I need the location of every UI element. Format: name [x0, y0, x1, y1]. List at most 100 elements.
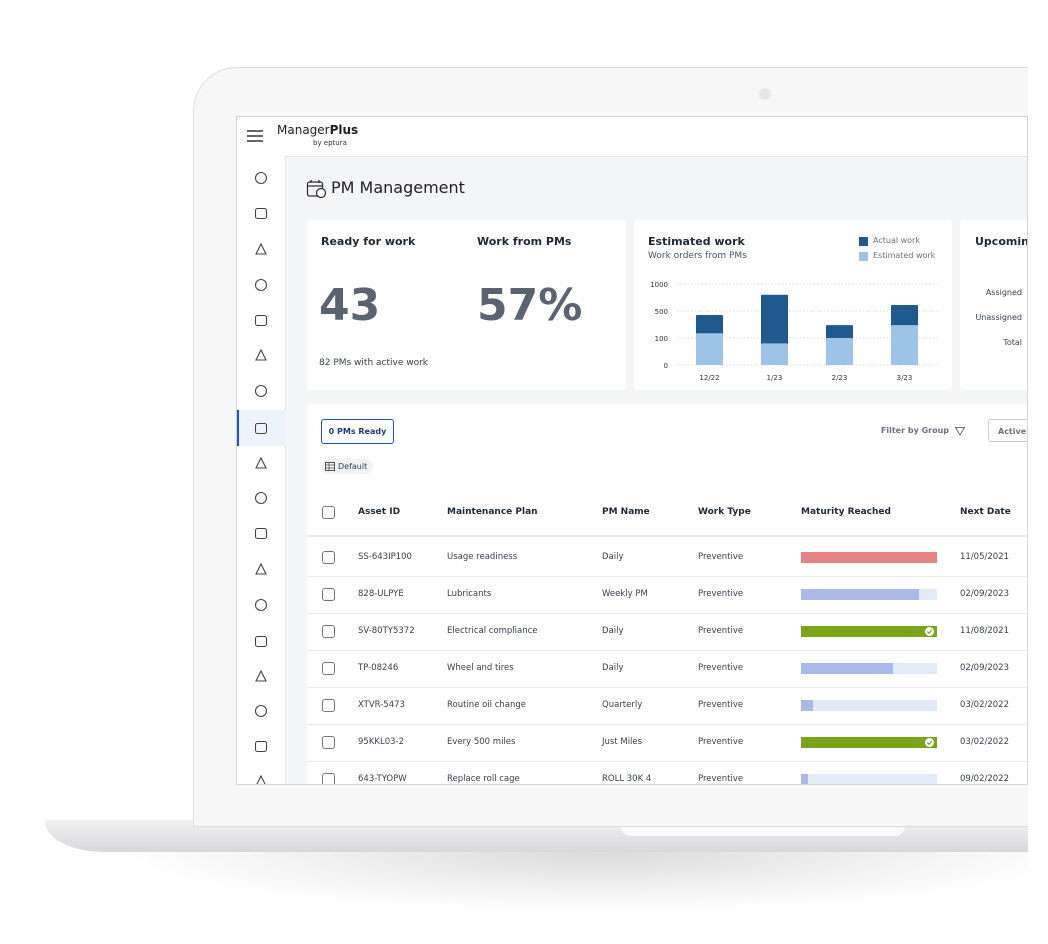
- check-tick: [926, 740, 933, 746]
- nav-icon[interactable]: [254, 313, 268, 327]
- legend-swatch: [859, 252, 868, 261]
- table-cell: Just Miles: [602, 737, 643, 747]
- maturity-bar: [801, 774, 808, 784]
- nav-icon[interactable]: [254, 634, 268, 648]
- nav-icon[interactable]: [254, 348, 268, 362]
- table-cell: Quarterly: [602, 700, 643, 710]
- check-tick: [926, 629, 933, 635]
- table-cell: XTVR-5473: [358, 700, 405, 710]
- grid-icon: [325, 462, 335, 471]
- table-cell: 828-ULPYE: [358, 589, 404, 599]
- row-checkbox[interactable]: [322, 736, 335, 749]
- row-checkbox[interactable]: [322, 588, 335, 601]
- column-header: Next Date: [960, 507, 1011, 517]
- header-divider: [307, 535, 1027, 537]
- upcoming-label: Assigned: [985, 288, 1022, 297]
- table-cell: Every 500 miles: [447, 737, 516, 747]
- nav-icon[interactable]: [254, 242, 268, 256]
- laptop-shadow: [120, 852, 1028, 912]
- x-tick-label: 12/22: [699, 374, 719, 382]
- pm-share: 57%: [477, 280, 583, 331]
- nav-icon[interactable]: [254, 774, 268, 785]
- card-label: Upcoming: [975, 235, 1027, 248]
- filter-icon: [955, 427, 965, 436]
- page-icon: [306, 180, 327, 199]
- nav-icon[interactable]: [254, 206, 268, 220]
- table-cell: Preventive: [698, 552, 744, 562]
- status-button[interactable]: Active F: [988, 419, 1027, 442]
- nav-icon[interactable]: [254, 421, 268, 435]
- icon-shape: [254, 491, 268, 505]
- ready-count: 43: [319, 280, 381, 331]
- y-tick-label: 1000: [650, 281, 668, 289]
- maturity-bar: [801, 589, 920, 600]
- nav-icon[interactable]: [254, 491, 268, 505]
- nav-icon[interactable]: [254, 598, 268, 612]
- chart-subtitle: Work orders from PMs: [648, 251, 747, 261]
- nav-icon[interactable]: [254, 704, 268, 718]
- maturity-bar: [801, 700, 814, 711]
- x-tick-label: 3/23: [897, 374, 913, 382]
- row-divider: [307, 761, 1027, 762]
- row-divider: [307, 576, 1027, 577]
- table-cell: Preventive: [698, 663, 744, 673]
- row-checkbox[interactable]: [322, 625, 335, 638]
- row-checkbox[interactable]: [322, 662, 335, 675]
- table-cell: ROLL 30K 4: [602, 774, 652, 784]
- icon-shape: [254, 704, 268, 718]
- row-checkbox[interactable]: [322, 773, 335, 784]
- nav-icon[interactable]: [254, 456, 268, 470]
- table-cell: Routine oil change: [447, 700, 527, 710]
- row-checkbox[interactable]: [322, 699, 335, 712]
- nav-icon[interactable]: [254, 562, 268, 576]
- nav-icon[interactable]: [254, 669, 268, 683]
- table-cell: 95KKL03-2: [358, 737, 404, 747]
- table-cell: SV-80TY5372: [358, 626, 415, 636]
- icon-shape: [254, 740, 268, 753]
- x-tick-label: 1/23: [767, 374, 783, 382]
- row-divider: [307, 724, 1027, 725]
- ready-button[interactable]: 0 PMs Ready: [321, 419, 394, 444]
- maturity-track: [801, 700, 937, 711]
- icon-shape: [254, 598, 268, 612]
- nav-icon[interactable]: [254, 526, 268, 540]
- table-cell: Preventive: [698, 737, 744, 747]
- table-cell: Electrical compliance: [447, 626, 538, 636]
- nav-icon[interactable]: [254, 278, 268, 292]
- icon-shape: [254, 527, 268, 540]
- menu-button[interactable]: [246, 129, 264, 143]
- nav-icon[interactable]: [254, 384, 268, 398]
- row-divider: [307, 613, 1027, 614]
- table-cell: TP-08246: [358, 663, 399, 673]
- table-cell: 03/02/2022: [960, 700, 1009, 710]
- maturity-bar: [801, 737, 937, 748]
- column-header: Maturity Reached: [801, 507, 891, 517]
- bar: [891, 325, 918, 365]
- card-note: 82 PMs with active work: [319, 358, 429, 368]
- check-icon: [925, 627, 934, 636]
- brand-light: Manager: [277, 123, 330, 137]
- filter-link[interactable]: Filter by Group: [880, 426, 949, 435]
- icon-shape: [255, 456, 267, 469]
- icon-shape: [254, 384, 268, 398]
- summary-card: Ready for work 43 82 PMs with active wor…: [307, 220, 626, 390]
- nav-icon[interactable]: [254, 739, 268, 753]
- y-tick-label: 500: [655, 308, 668, 316]
- nav-icon[interactable]: [254, 171, 268, 185]
- icon-shape: [255, 242, 267, 255]
- table-cell: Wheel and tires: [447, 663, 514, 673]
- icon-shape: [256, 774, 266, 784]
- card-label: Ready for work: [321, 235, 416, 248]
- table-cell: Daily: [602, 552, 624, 562]
- sidebar: [237, 156, 286, 785]
- legend-label: Actual work: [873, 236, 920, 245]
- icon-shape: [254, 422, 268, 435]
- table-cell: Weekly PM: [602, 589, 648, 599]
- card-label: Work from PMs: [477, 235, 572, 248]
- page-title: PM Management: [331, 178, 465, 197]
- table-cell: Daily: [602, 663, 624, 673]
- chart-card: Estimated work Work orders from PMs 0 100…: [634, 220, 952, 390]
- maturity-track: [801, 774, 937, 784]
- row-checkbox[interactable]: [322, 506, 335, 519]
- row-checkbox[interactable]: [322, 551, 335, 564]
